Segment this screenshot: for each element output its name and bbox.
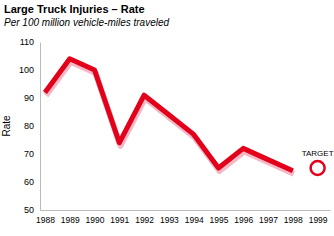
- y-tick: 50: [24, 205, 40, 215]
- target-marker: [311, 161, 325, 175]
- x-tick: 1995: [210, 210, 229, 225]
- x-tick: 1996: [234, 210, 253, 225]
- y-tick-label: 90: [24, 93, 34, 103]
- x-tick: 1988: [36, 210, 55, 225]
- y-tick: 80: [24, 121, 40, 131]
- y-tick: 100: [19, 65, 40, 75]
- y-tick-label: 60: [24, 177, 34, 187]
- x-tick-label: 1995: [210, 215, 229, 225]
- x-tick-label: 1992: [135, 215, 154, 225]
- y-tick: 60: [24, 177, 40, 187]
- x-tick-label: 1999: [309, 215, 328, 225]
- line: [45, 59, 293, 171]
- x-tick-label: 1989: [61, 215, 80, 225]
- plot-area: [45, 59, 325, 175]
- x-tick: 1998: [284, 210, 303, 225]
- x-tick: 1997: [259, 210, 278, 225]
- y-tick-label: 50: [24, 205, 34, 215]
- x-tick-label: 1991: [110, 215, 129, 225]
- x-tick-label: 1996: [234, 215, 253, 225]
- x-tick: 1992: [135, 210, 154, 225]
- x-tick-label: 1997: [259, 215, 278, 225]
- x-tick-label: 1994: [185, 215, 204, 225]
- x-tick: 1993: [160, 210, 179, 225]
- x-axis: 1988 1989 1990 1991 1992 1993 1994 1995 1996 1997…: [36, 210, 331, 225]
- x-tick: 1991: [110, 210, 129, 225]
- y-tick-label: 110: [20, 37, 34, 47]
- y-axis-line: [40, 43, 41, 211]
- y-tick-label: 80: [24, 121, 34, 131]
- x-tick: 1990: [86, 210, 105, 225]
- x-axis-line: [41, 210, 331, 211]
- y-tick: 90: [24, 93, 40, 103]
- x-tick: 1994: [185, 210, 204, 225]
- target-label: TARGET: [302, 149, 334, 158]
- x-tick: 1999: [309, 210, 328, 225]
- y-tick-label: 100: [19, 65, 34, 75]
- y-tick-label: 70: [24, 149, 34, 159]
- y-tick: 110: [20, 37, 40, 47]
- y-tick: 70: [24, 149, 40, 159]
- title: Large Truck Injuries – Rate: [4, 3, 145, 15]
- x-tick-label: 1993: [160, 215, 179, 225]
- chart: Large Truck Injuries – Rate Per 100 milli…: [0, 0, 334, 236]
- subtitle: Per 100 million vehicle-miles traveled: [4, 17, 170, 28]
- x-tick: 1989: [61, 210, 80, 225]
- x-tick-label: 1988: [36, 215, 55, 225]
- x-tick-label: 1990: [86, 215, 105, 225]
- y-axis: 50 60 70 80 90 100 110: [19, 37, 41, 215]
- y-axis-title: Rate: [1, 115, 12, 137]
- x-tick-label: 1998: [284, 215, 303, 225]
